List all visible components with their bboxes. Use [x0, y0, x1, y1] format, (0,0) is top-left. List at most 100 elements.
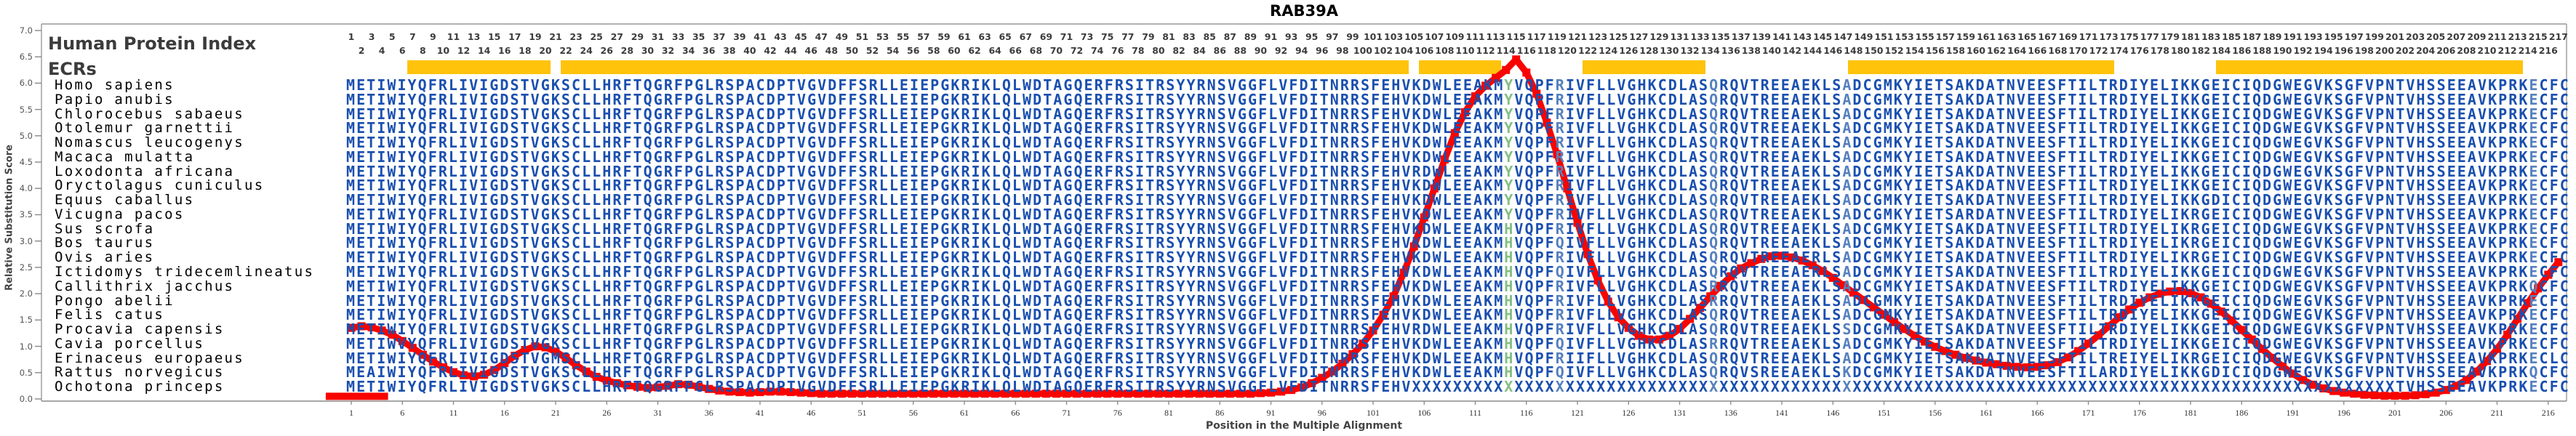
- column-number: 160: [1966, 44, 1985, 56]
- species-label: Ovis aries: [55, 249, 155, 266]
- column-number: 53: [876, 31, 889, 42]
- column-number: 96: [1316, 44, 1329, 56]
- column-number: 13: [467, 31, 481, 42]
- column-number: 58: [927, 44, 940, 56]
- column-number: 172: [2089, 44, 2108, 56]
- column-number: 186: [2232, 44, 2252, 56]
- y-tick-label: 7.0: [19, 25, 33, 36]
- x-tick-label: 121: [1571, 408, 1584, 418]
- column-number: 24: [580, 44, 593, 56]
- species-label: Chlorocebus sabaeus: [55, 105, 245, 122]
- ecr-segment: [561, 60, 1409, 74]
- column-number: 136: [1721, 44, 1740, 56]
- column-number: 110: [1455, 44, 1475, 56]
- ecr-segment: [1848, 60, 2114, 74]
- column-number: 61: [958, 31, 971, 42]
- column-number: 159: [1956, 31, 1975, 42]
- column-number: 124: [1599, 44, 1618, 56]
- column-number: 101: [1363, 31, 1383, 42]
- column-number: 131: [1670, 31, 1689, 42]
- x-tick-label: 196: [2337, 408, 2351, 418]
- column-number: 109: [1445, 31, 1465, 42]
- y-tick-label: 4.5: [19, 157, 33, 168]
- column-number: 43: [774, 31, 787, 42]
- column-number: 154: [1905, 44, 1924, 56]
- column-number: 130: [1660, 44, 1679, 56]
- column-number: 105: [1404, 31, 1424, 42]
- column-number: 146: [1823, 44, 1843, 56]
- column-number: 74: [1090, 44, 1104, 56]
- x-tick-label: 76: [1113, 408, 1122, 418]
- sequence-row: METIWIYQFRLIVIGDSTVGKSCLLHRFTQGRFPGLRSPA…: [346, 76, 2570, 94]
- column-number: 84: [1193, 44, 1206, 56]
- species-label: Loxodonta africana: [55, 163, 235, 179]
- column-number: 32: [661, 44, 675, 56]
- column-number: 41: [753, 31, 767, 42]
- sequence-row: METIWIYQFRLIVIGDSTVGKSCLLHRFTQGRFPGLRSPA…: [346, 90, 2570, 108]
- column-number: 12: [457, 44, 471, 56]
- column-number: 191: [2283, 31, 2303, 42]
- column-number: 86: [1213, 44, 1226, 56]
- sequence-row: METIWIYQFRLIVIGDSTVGKSCLLHRFTQGRFPGLRSPA…: [346, 162, 2570, 180]
- x-tick-label: 101: [1367, 408, 1380, 418]
- column-number: 14: [477, 44, 491, 56]
- x-tick-label: 91: [1266, 408, 1276, 418]
- column-number: 4: [378, 44, 385, 56]
- sequence-row: METIWIYQFRLIVIGDSTVGKSCLLHRFTQGRFPGLRSPA…: [346, 320, 2570, 339]
- x-tick-label: 11: [449, 408, 458, 418]
- x-tick-label: 191: [2286, 408, 2300, 418]
- column-number: 144: [1803, 44, 1823, 56]
- column-number: 152: [1884, 44, 1904, 56]
- column-number: 52: [865, 44, 879, 56]
- x-tick-label: 166: [2031, 408, 2044, 418]
- column-number: 5: [388, 31, 396, 42]
- column-number: 116: [1516, 44, 1536, 56]
- column-number: 217: [2548, 31, 2568, 42]
- x-tick-label: 136: [1724, 408, 1737, 418]
- x-tick-label: 141: [1775, 408, 1788, 418]
- column-number: 156: [1925, 44, 1945, 56]
- column-number: 201: [2385, 31, 2405, 42]
- column-number: 210: [2477, 44, 2497, 56]
- column-number: 25: [590, 31, 603, 42]
- y-tick-label: 6.0: [19, 78, 33, 89]
- column-number: 8: [419, 44, 426, 56]
- x-tick-label: 161: [1980, 408, 1993, 418]
- column-number: 139: [1751, 31, 1771, 42]
- column-number: 195: [2324, 31, 2343, 42]
- ecr-segment: [407, 60, 551, 74]
- y-tick-label: 2.0: [19, 288, 33, 299]
- column-number: 203: [2406, 31, 2425, 42]
- sequence-row: METIWIYQFRLIVIGDSTVGKSCLLHRFTQGRFPGLRSPA…: [346, 249, 2570, 267]
- x-tick-label: 71: [1062, 408, 1071, 418]
- column-number: 21: [549, 31, 562, 42]
- column-number: 114: [1496, 44, 1516, 56]
- column-number: 31: [651, 31, 665, 42]
- column-number: 1: [348, 31, 355, 42]
- column-number: 215: [2528, 31, 2548, 42]
- species-label: Ochotona princeps: [55, 379, 225, 395]
- column-number: 111: [1465, 31, 1485, 42]
- x-tick-label: 16: [500, 408, 509, 418]
- column-number: 175: [2119, 31, 2139, 42]
- sequence-row: METIWIYQFRLIVIGDSTVGKSCLLHRFTQGRFPGLRSPA…: [346, 177, 2570, 195]
- column-number: 200: [2375, 44, 2394, 56]
- column-number: 194: [2313, 44, 2333, 56]
- column-number: 166: [2028, 44, 2047, 56]
- column-number: 183: [2201, 31, 2221, 42]
- y-tick-label: 0.5: [19, 367, 33, 378]
- column-number: 185: [2222, 31, 2241, 42]
- column-number: 135: [1711, 31, 1730, 42]
- column-number: 63: [978, 31, 991, 42]
- column-number: 128: [1639, 44, 1659, 56]
- y-tick-label: 5.0: [19, 130, 33, 141]
- column-number: 2: [358, 44, 365, 56]
- x-tick-label: 31: [653, 408, 663, 418]
- column-number: 18: [519, 44, 532, 56]
- column-number: 67: [1019, 31, 1032, 42]
- x-tick-label: 116: [1519, 408, 1533, 418]
- column-number: 56: [907, 44, 920, 56]
- column-number: 209: [2467, 31, 2487, 42]
- column-number: 80: [1152, 44, 1165, 56]
- column-number: 188: [2252, 44, 2272, 56]
